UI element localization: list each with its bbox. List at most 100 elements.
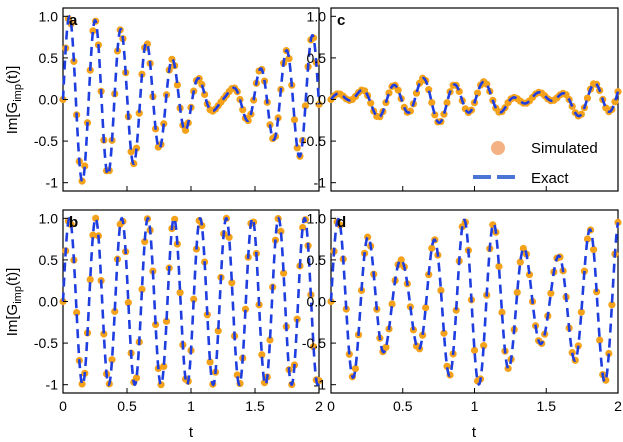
y-tick-label: 0.5 <box>307 252 327 268</box>
legend-simulated-label: Simulated <box>531 140 598 157</box>
simulated-point <box>336 221 344 229</box>
simulated-point <box>428 244 436 252</box>
simulated-point <box>388 300 396 308</box>
y-tick-label: 0.0 <box>307 294 327 310</box>
simulated-point <box>89 231 97 239</box>
simulated-point <box>171 215 179 223</box>
y-tick-label: 0.5 <box>39 252 59 268</box>
y-tick-label: 1.0 <box>39 210 59 226</box>
simulated-point <box>81 162 89 170</box>
simulated-point <box>228 279 236 287</box>
simulated-point <box>141 238 149 246</box>
ylabel-bottom: Im[Gimp(t)] <box>4 268 24 337</box>
simulated-point <box>382 343 390 351</box>
simulated-point <box>73 308 81 317</box>
panel-a: -1 -0.5 0.0 0.5 1.0 a <box>34 7 323 192</box>
simulated-point <box>293 144 301 152</box>
simulated-point <box>132 374 141 382</box>
simulated-point <box>480 342 488 350</box>
exact-series-line <box>61 14 321 184</box>
simulated-point <box>470 346 479 354</box>
simulated-point <box>173 81 181 89</box>
simulated-point <box>495 262 503 271</box>
x-tick-label: 0 <box>59 398 67 414</box>
ylabel-top: Im[Gimp(t)] <box>4 66 24 135</box>
x-tick-label: 1 <box>471 398 479 414</box>
xlabel-right: t <box>472 424 477 441</box>
y-tick-label: 1.0 <box>307 210 327 226</box>
y-tick-label: 0.5 <box>307 50 327 66</box>
simulated-point <box>285 55 293 63</box>
simulated-point <box>162 317 171 325</box>
simulated-point <box>89 27 97 35</box>
y-tick-label: 1.0 <box>307 8 327 24</box>
y-tick-label: 0.0 <box>39 294 59 310</box>
panel-a-label: a <box>69 12 78 29</box>
simulated-point <box>583 94 592 102</box>
y-tick-label: -0.5 <box>302 335 326 351</box>
simulated-point <box>577 308 585 316</box>
y-tick-label: -1 <box>46 377 59 393</box>
x-tick-label: 2 <box>315 398 323 414</box>
simulated-point <box>516 258 524 266</box>
x-tick-label: 1.5 <box>537 398 557 414</box>
y-tick-label: 0.5 <box>39 50 59 66</box>
simulated-point <box>135 109 143 117</box>
panel-c-label: c <box>337 12 345 29</box>
panel-b: -1 -0.5 0.0 0.5 1.0 0 0.5 1 1.5 2 b <box>34 209 323 414</box>
y-tick-label: -0.5 <box>302 133 326 149</box>
simulated-point <box>138 285 146 293</box>
y-tick-label: -0.5 <box>34 335 58 351</box>
simulated-point <box>241 305 250 313</box>
y-tick-label: -1 <box>314 175 327 191</box>
y-tick-label: -1 <box>46 175 59 191</box>
simulated-point <box>525 271 534 279</box>
simulated-point <box>589 246 598 254</box>
simulated-point <box>608 301 616 309</box>
panel-d-label: d <box>337 214 346 231</box>
x-tick-label: 0.5 <box>117 398 137 414</box>
simulated-point <box>614 218 622 226</box>
simulated-point <box>206 358 214 366</box>
panel-d: -1 -0.5 0.0 0.5 1.0 0 0.5 1 1.5 2 d <box>302 209 622 414</box>
simulated-point <box>277 227 285 235</box>
simulated-point <box>299 223 307 232</box>
panel-c: -1 -0.5 0.0 0.5 1.0 c <box>302 7 622 192</box>
legend-simulated-marker <box>491 141 505 155</box>
simulated-point <box>132 144 141 152</box>
simulated-point <box>593 288 601 296</box>
y-tick-label: 0.0 <box>39 92 59 108</box>
simulated-point <box>280 269 288 277</box>
simulated-point <box>152 320 160 329</box>
exact-series-line <box>61 216 321 387</box>
simulated-point <box>233 371 241 379</box>
simulated-point <box>425 86 433 94</box>
simulated-point <box>266 336 274 344</box>
simulated-point <box>225 233 233 241</box>
y-tick-label: -1 <box>314 377 327 393</box>
exact-series-line <box>329 76 620 125</box>
simulated-point <box>301 102 309 110</box>
simulated-point <box>498 308 506 316</box>
y-tick-label: 1.0 <box>39 8 59 24</box>
simulated-point <box>351 364 360 373</box>
simulated-point <box>519 244 527 253</box>
legend-exact-label: Exact <box>531 170 569 187</box>
simulated-point <box>437 286 445 295</box>
simulated-point <box>440 329 448 337</box>
simulated-point <box>394 86 402 94</box>
legend: Simulated Exact <box>473 140 598 187</box>
x-tick-label: 2 <box>614 398 622 414</box>
simulated-point <box>547 289 555 297</box>
simulated-point <box>176 289 184 297</box>
simulated-point <box>78 380 86 388</box>
y-tick-label: -0.5 <box>34 133 58 149</box>
x-tick-label: 1.5 <box>245 398 265 414</box>
simulated-point <box>605 349 613 358</box>
simulated-point <box>108 356 116 364</box>
simulated-point <box>86 275 94 284</box>
simulated-point <box>100 330 108 338</box>
simulated-point <box>452 306 460 314</box>
simulated-point <box>397 256 405 264</box>
